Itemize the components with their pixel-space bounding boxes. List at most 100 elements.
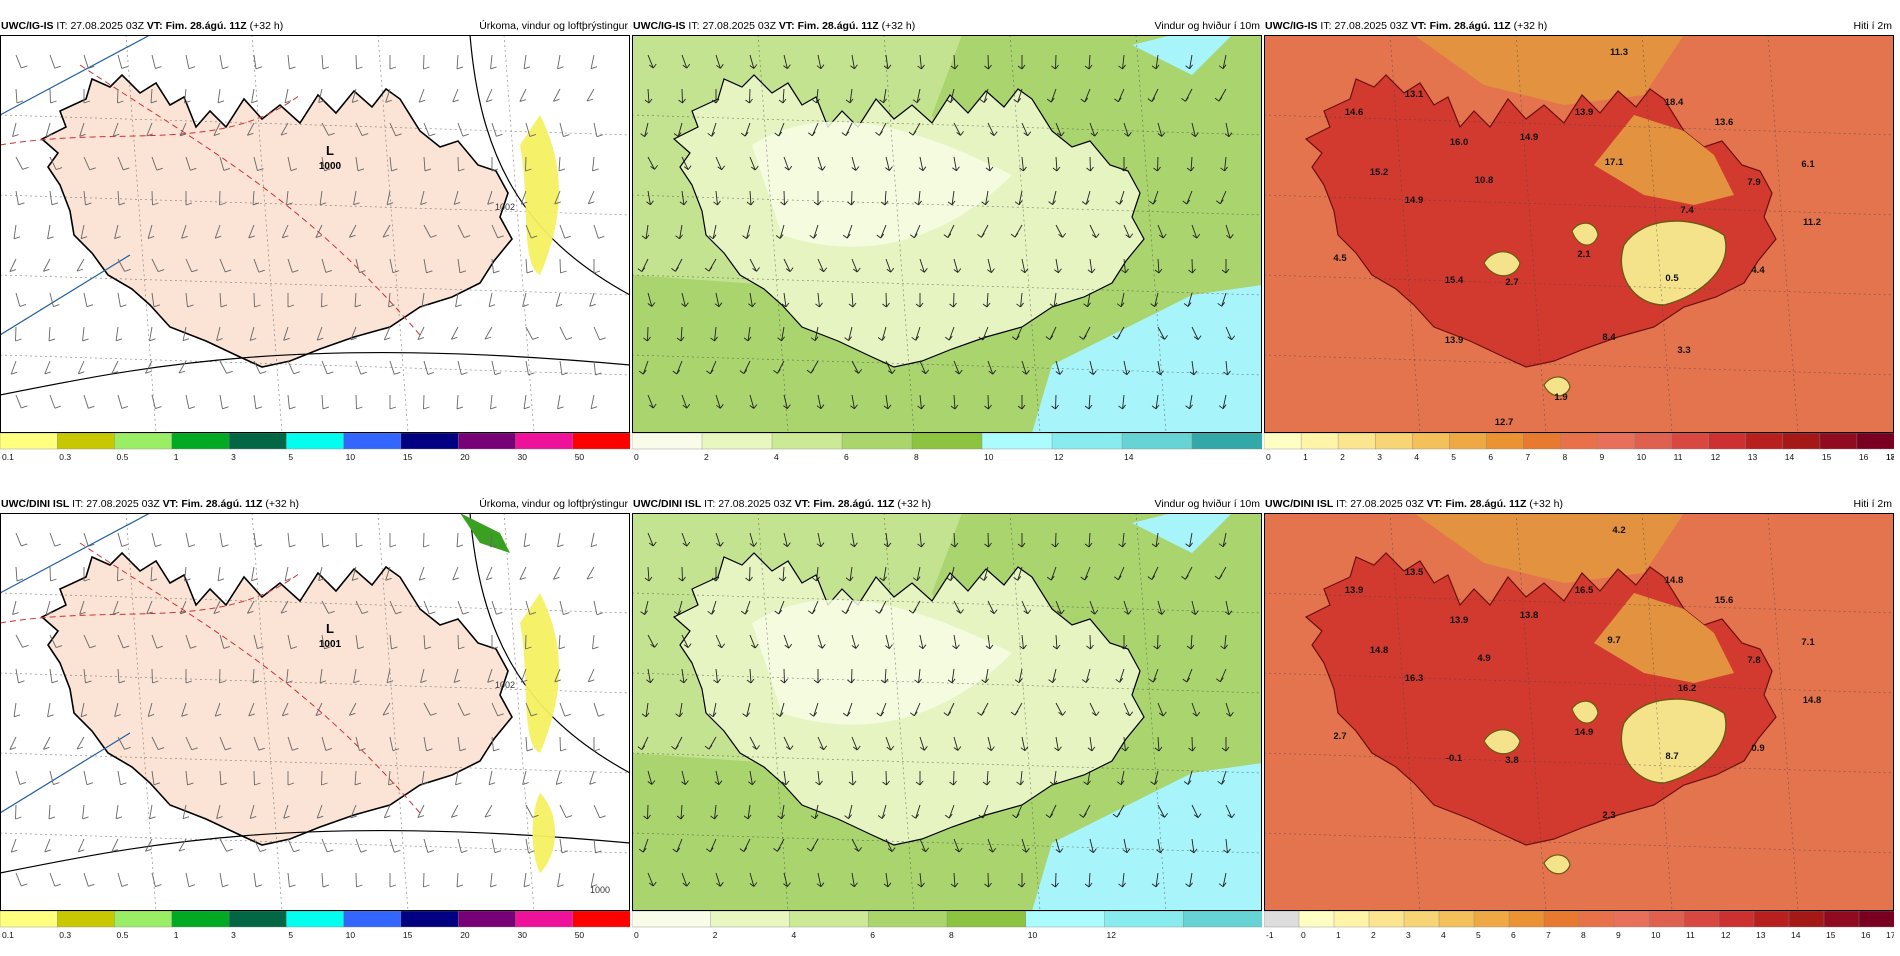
colorbar-swatch bbox=[573, 433, 630, 449]
temperature-value-label: 0.5 bbox=[1665, 273, 1679, 284]
valid-time-label: VT: bbox=[1411, 20, 1427, 32]
colorbar-swatch bbox=[229, 433, 287, 449]
colorbar-swatch bbox=[1474, 911, 1510, 927]
init-time-value: 27.08.2025 03Z bbox=[70, 20, 144, 32]
colorbar-tick-label: 4 bbox=[774, 452, 779, 461]
temperature-value-label: 13.5 bbox=[1405, 567, 1424, 578]
colorbar-tick-label: 12 bbox=[1107, 930, 1117, 939]
temperature-value-label: 16.5 bbox=[1575, 585, 1594, 596]
colorbar-tick-label: 1 bbox=[1336, 930, 1341, 939]
colorbar-tick-label: 0 bbox=[634, 452, 639, 461]
colorbar-swatch bbox=[1820, 433, 1858, 449]
colorbar-tick-label: 8 bbox=[914, 452, 919, 461]
colorbar-swatch bbox=[1183, 911, 1262, 927]
colorbar-swatch bbox=[57, 911, 115, 927]
colorbar-tick-label: 5 bbox=[288, 930, 293, 939]
colorbar-tick-label: 10 bbox=[1637, 452, 1647, 461]
init-time-value: 27.08.2025 03Z bbox=[1350, 498, 1424, 510]
panel-header: UWC/IG-IS IT: 27.08.2025 03Z VT: Fim. 28… bbox=[0, 18, 630, 35]
colorbar-tick-label: 7 bbox=[1546, 930, 1551, 939]
temperature-value-label: 2.7 bbox=[1505, 277, 1518, 288]
colorbar-tick-label: 3 bbox=[1377, 452, 1382, 461]
map-canvas: 4.213.513.913.916.513.814.815.614.816.34… bbox=[1264, 513, 1894, 911]
colorbar-tick-label: 0.1 bbox=[2, 452, 14, 461]
colorbar-tick-label: 0.3 bbox=[59, 930, 71, 939]
colorbar-swatch bbox=[1264, 911, 1300, 927]
colorbar-tick-label: 15 bbox=[403, 452, 413, 461]
panel-header-left: UWC/IG-IS IT: 27.08.2025 03Z VT: Fim. 28… bbox=[1265, 18, 1547, 35]
panel-header: UWC/DINI ISL IT: 27.08.2025 03Z VT: Fim.… bbox=[0, 496, 630, 513]
panel-header-left: UWC/DINI ISL IT: 27.08.2025 03Z VT: Fim.… bbox=[633, 496, 931, 513]
temperature-value-label: 13.6 bbox=[1715, 117, 1734, 128]
colorbar-tick-label: 12 bbox=[1721, 930, 1731, 939]
temperature-value-label: 15.4 bbox=[1445, 275, 1464, 286]
colorbar-tick-label: 0.1 bbox=[2, 930, 14, 939]
valid-time-value: Fim. 28.ágú. 11Z bbox=[813, 498, 894, 510]
colorbar-swatch bbox=[868, 911, 947, 927]
valid-time-value: Fim. 28.ágú. 11Z bbox=[1445, 498, 1526, 510]
temperature-value-label: 16.2 bbox=[1678, 683, 1697, 694]
panel-header-left: UWC/DINI ISL IT: 27.08.2025 03Z VT: Fim.… bbox=[1265, 496, 1563, 513]
init-time-label: IT: bbox=[704, 498, 715, 510]
colorbar-swatch bbox=[1338, 433, 1376, 449]
panel-header: UWC/DINI ISL IT: 27.08.2025 03Z VT: Fim.… bbox=[632, 496, 1262, 513]
model-name: UWC/DINI ISL bbox=[1, 498, 69, 510]
colorbar-tick-label: 2 bbox=[1371, 930, 1376, 939]
panel-ig-temp: UWC/IG-IS IT: 27.08.2025 03Z VT: Fim. 28… bbox=[1264, 18, 1894, 478]
colorbar-tick-label: 50 bbox=[575, 452, 585, 461]
colorbar-swatch bbox=[1509, 911, 1545, 927]
colorbar-swatch bbox=[790, 911, 869, 927]
colorbar-tick-label: 3 bbox=[231, 452, 236, 461]
colorbar-tick-label: 8 bbox=[1563, 452, 1568, 461]
temperature-value-label: 7.1 bbox=[1801, 637, 1815, 648]
temperature-value-label: 14.9 bbox=[1405, 195, 1424, 206]
colorbar-swatch bbox=[947, 911, 1026, 927]
colorbar-tick-label: 14 bbox=[1785, 452, 1795, 461]
temperature-value-label: 16.0 bbox=[1450, 137, 1469, 148]
temperature-value-label: 2.7 bbox=[1333, 731, 1346, 742]
colorbar-tick-label: 6 bbox=[870, 930, 875, 939]
colorbar-swatch bbox=[1486, 433, 1524, 449]
colorbar-tick-label: 0 bbox=[1266, 452, 1271, 461]
colorbar-tick-label: 2 bbox=[1340, 452, 1345, 461]
colorbar-swatch bbox=[401, 911, 459, 927]
panel-header-left: UWC/IG-IS IT: 27.08.2025 03Z VT: Fim. 28… bbox=[1, 18, 283, 35]
colorbar-tick-label: 0.5 bbox=[117, 452, 129, 461]
colorbar-swatch bbox=[1369, 911, 1405, 927]
init-time-value: 27.08.2025 03Z bbox=[1334, 20, 1408, 32]
colorbar-swatch bbox=[1672, 433, 1710, 449]
colorbar-swatch bbox=[516, 911, 574, 927]
colorbar-swatch bbox=[1824, 911, 1860, 927]
low-pressure-label: L bbox=[326, 621, 334, 636]
temperature-value-label: 13.1 bbox=[1405, 89, 1424, 100]
temperature-value-label: 13.9 bbox=[1345, 585, 1364, 596]
colorbar-swatch bbox=[702, 433, 773, 449]
colorbar-swatch bbox=[711, 911, 790, 927]
colorbar-tick-label: 15 bbox=[1826, 930, 1836, 939]
panel-header: UWC/IG-IS IT: 27.08.2025 03Z VT: Fim. 28… bbox=[1264, 18, 1894, 35]
colorbar-tick-label: 1 bbox=[174, 452, 179, 461]
temperature-value-label: 4.4 bbox=[1751, 265, 1765, 276]
colorbar-swatch bbox=[842, 433, 913, 449]
isobar-label: 1002 bbox=[495, 202, 515, 212]
init-time-label: IT: bbox=[688, 20, 699, 32]
colorbar-tick-label: 4 bbox=[792, 930, 797, 939]
colorbar-tick-label: 13 bbox=[1756, 930, 1766, 939]
colorbar-tick-label: 50 bbox=[575, 930, 585, 939]
temperature-value-label: 16.3 bbox=[1405, 673, 1424, 684]
temperature-value-label: 2.3 bbox=[1602, 810, 1615, 821]
colorbar-swatch bbox=[516, 433, 574, 449]
panel-dini-wind: UWC/DINI ISL IT: 27.08.2025 03Z VT: Fim.… bbox=[632, 496, 1262, 956]
colorbar-tick-label: 0.3 bbox=[59, 452, 71, 461]
model-name: UWC/IG-IS bbox=[633, 20, 686, 32]
colorbar-tick-label: 30 bbox=[518, 930, 528, 939]
colorbar-swatch bbox=[1857, 433, 1894, 449]
colorbar-tick-label: 4 bbox=[1414, 452, 1419, 461]
colorbar-tick-label: 8 bbox=[1581, 930, 1586, 939]
colorbar-tick-label: 20 bbox=[460, 930, 470, 939]
